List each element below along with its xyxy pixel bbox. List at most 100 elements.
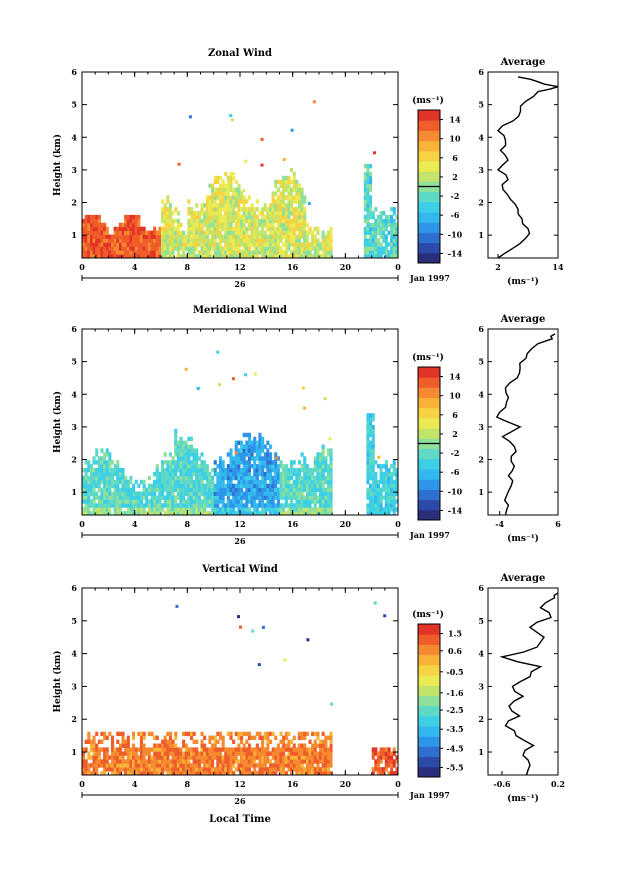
y-tick-label: 1: [71, 747, 77, 757]
average-title: Average: [500, 57, 546, 68]
average-profile: Average 1 2 3 4 5 6 2 14 (ms⁻¹): [478, 57, 564, 287]
average-title: Average: [500, 573, 546, 584]
x-tick-label: 16: [287, 779, 299, 789]
average-y-tick-label: 5: [478, 616, 484, 626]
colorbar-tick-label: -3.5: [446, 724, 463, 734]
x-tick-label: 20: [340, 779, 352, 789]
colorbar-tick-label: 1.5: [448, 629, 462, 639]
colorbar: 14 10 6 2 -2 -6 -10 -14: [417, 366, 463, 521]
y-tick-label: 1: [71, 487, 77, 497]
y-axis-label: Height (km): [52, 134, 63, 196]
x-tick-label: 4: [132, 779, 138, 789]
colorbar-tick-label: -10: [448, 229, 463, 239]
average-y-tick-label: 6: [478, 583, 484, 593]
average-y-tick-label: 3: [478, 165, 484, 175]
colorbar-tick-label: -1.6: [446, 688, 464, 698]
average-x-tick-label: 0.2: [551, 779, 565, 789]
colorbar-tick-label: -10: [448, 486, 463, 496]
y-tick-label: 3: [71, 165, 77, 175]
colorbar-tick-label: 6: [452, 410, 458, 420]
x-tick-label: 8: [185, 262, 191, 272]
colorbar-tick-label: 14: [449, 372, 461, 382]
colorbar-tick-label: 2: [452, 429, 458, 439]
average-profile: Average 1 2 3 4 5 6 -4 6 (ms⁻¹): [478, 314, 561, 544]
average-x-tick-label: -0.6: [493, 779, 511, 789]
average-unit: (ms⁻¹): [507, 793, 539, 804]
average-y-tick-label: 2: [478, 714, 484, 724]
average-y-tick-label: 5: [478, 100, 484, 110]
average-frame: [487, 587, 559, 776]
y-tick-label: 5: [71, 100, 77, 110]
heatmap-cells: [82, 350, 399, 516]
average-title: Average: [500, 314, 546, 325]
y-tick-label: 4: [71, 649, 77, 659]
x-tick-label: 0: [79, 519, 85, 529]
average-profile-line: [496, 76, 559, 259]
y-tick-label: 1: [71, 230, 77, 240]
y-tick-label: 2: [71, 714, 77, 724]
average-profile: Average 1 2 3 4 5 6 -0.6 0.2 (ms⁻¹): [478, 573, 565, 804]
x-tick-label: 12: [234, 262, 245, 272]
average-profile-line: [495, 333, 556, 516]
average-y-tick-label: 5: [478, 357, 484, 367]
average-y-tick-label: 2: [478, 455, 484, 465]
y-tick-label: 5: [71, 357, 77, 367]
colorbar-tick-label: 2: [452, 172, 458, 182]
y-axis-label: Height (km): [52, 391, 63, 453]
colorbar-tick-label: -2.5: [446, 705, 463, 715]
colorbar-tick-label: -6: [451, 210, 460, 220]
y-tick-label: 2: [71, 455, 77, 465]
average-y-tick-label: 6: [478, 67, 484, 77]
average-y-tick-label: 1: [478, 487, 484, 497]
average-y-tick-label: 1: [478, 230, 484, 240]
average-y-tick-label: 4: [478, 132, 484, 142]
day-label: 26: [234, 279, 246, 289]
panel-title: Meridional Wind: [193, 305, 287, 316]
average-frame: [487, 71, 559, 259]
average-x-tick-label: -4: [495, 519, 504, 529]
colorbar-tick-label: -2: [451, 448, 460, 458]
x-tick-label: 0: [395, 779, 401, 789]
y-tick-label: 3: [71, 422, 77, 432]
colorbar-tick-label: 6: [452, 153, 458, 163]
x-tick-label: 12: [234, 519, 245, 529]
average-x-tick-label: 14: [552, 262, 564, 272]
heatmap-cells: [82, 100, 399, 259]
average-y-tick-label: 3: [478, 681, 484, 691]
colorbar-tick-label: -2: [451, 191, 460, 201]
y-tick-label: 4: [71, 389, 77, 399]
x-tick-label: 16: [287, 262, 299, 272]
date-label: Jan 1997: [409, 790, 450, 800]
y-tick-label: 6: [71, 67, 77, 77]
y-axis-label: Height (km): [52, 650, 63, 712]
average-frame: [487, 328, 559, 516]
colorbar-tick-label: -4.5: [446, 743, 463, 753]
heatmap-cells: [82, 601, 399, 776]
colorbar-tick-label: -14: [448, 505, 463, 515]
average-y-tick-label: 4: [478, 389, 484, 399]
colorbar-tick-label: -6: [451, 467, 460, 477]
colorbar-tick-label: 10: [449, 134, 461, 144]
x-tick-label: 16: [287, 519, 299, 529]
colorbar: 1.5 0.6 -0.5 -1.6 -2.5 -3.5 -4.5 -5.5: [417, 623, 464, 778]
x-tick-label: 8: [185, 779, 191, 789]
average-unit: (ms⁻¹): [507, 533, 539, 544]
y-tick-label: 6: [71, 324, 77, 334]
y-tick-label: 5: [71, 616, 77, 626]
x-tick-label: 0: [395, 519, 401, 529]
day-label: 26: [234, 536, 246, 546]
x-tick-label: 4: [132, 262, 138, 272]
panel-title: Vertical Wind: [201, 564, 278, 575]
y-tick-label: 4: [71, 132, 77, 142]
average-x-tick-label: 6: [555, 519, 561, 529]
colorbar-tick-label: 14: [449, 115, 461, 125]
x-tick-label: 8: [185, 519, 191, 529]
panel-title: Zonal Wind: [208, 48, 272, 59]
colorbar-tick-label: 0.6: [448, 646, 462, 656]
x-axis-label: Local Time: [209, 814, 271, 825]
average-y-tick-label: 1: [478, 747, 484, 757]
average-profile-line: [499, 592, 559, 776]
